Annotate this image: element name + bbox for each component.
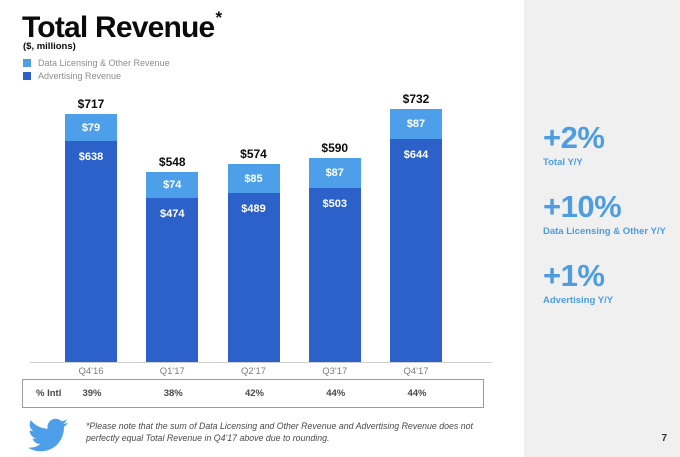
intl-value: 44%: [326, 388, 346, 399]
chart-legend: Data Licensing & Other Revenue Advertisi…: [23, 58, 170, 84]
bar-segment-advertising: $638: [65, 141, 117, 362]
bar-segment-data-licensing: $87: [390, 109, 442, 139]
bar-segment-data-licensing: $74: [146, 172, 199, 198]
metric-label: Data Licensing & Other Y/Y: [543, 226, 666, 237]
metric-value: +2%: [543, 120, 605, 155]
legend-label: Advertising Revenue: [38, 71, 122, 81]
intl-value: 38%: [163, 388, 183, 399]
units-subtitle: ($, millions): [23, 41, 76, 52]
metric-value: +1%: [543, 258, 605, 293]
intl-row-label: % Intl: [36, 388, 62, 399]
yoy-metrics: +2% Total Y/Y +10% Data Licensing & Other Y…: [543, 120, 666, 327]
bar-total-label: $717: [77, 97, 105, 111]
stacked-bar-chart: $717 $79 $638 Q4'16 $548 $74 $474 Q1'17 $574 $85 $…: [30, 92, 492, 377]
bar-segment-data-licensing: $87: [308, 158, 361, 188]
bar-segment-data-licensing: $85: [227, 164, 280, 193]
x-axis-label: Q4'16: [78, 366, 104, 377]
bar-segment-advertising: $644: [390, 139, 442, 362]
bar-total-label: $590: [321, 141, 349, 155]
bar-total-label: $548: [158, 155, 186, 169]
yoy-metric: +1% Advertising Y/Y: [543, 258, 666, 306]
metric-label: Total Y/Y: [543, 157, 583, 168]
legend-swatch-dark-blue: [23, 72, 31, 80]
bar-total-label: $574: [240, 147, 267, 161]
highlights-sidebar: +2% Total Y/Y +10% Data Licensing & Other Y…: [524, 0, 680, 457]
bar-segment-advertising: $489: [227, 193, 280, 362]
legend-item-advertising: Advertising Revenue: [23, 71, 170, 81]
bar-segment-advertising: $503: [308, 188, 361, 362]
legend-label: Data Licensing & Other Revenue: [38, 58, 170, 68]
twitter-bird-logo: [28, 418, 68, 452]
legend-item-data-licensing: Data Licensing & Other Revenue: [23, 58, 170, 68]
x-axis-line: [30, 362, 492, 363]
yoy-metric: +2% Total Y/Y: [543, 120, 666, 168]
intl-percentage-table: % Intl 39% 38% 42% 44% 44%: [22, 379, 484, 408]
title-text: Total Revenue: [22, 11, 215, 44]
intl-value: 39%: [82, 388, 102, 399]
bar-total-label: $732: [402, 92, 430, 106]
title-asterisk: *: [215, 8, 222, 27]
legend-swatch-light-blue: [23, 59, 31, 67]
bar-segment-advertising: $474: [146, 198, 199, 362]
main-content: Total Revenue* ($, millions) Data Licens…: [22, 8, 492, 452]
metric-value: +10%: [543, 189, 622, 224]
x-axis-label: Q1'17: [159, 366, 185, 377]
footnote-text: *Please note that the sum of Data Licens…: [86, 421, 473, 444]
metric-label: Advertising Y/Y: [543, 295, 614, 306]
x-axis-label: Q3'17: [322, 366, 348, 377]
intl-value: 42%: [244, 388, 264, 399]
page-number: 7: [661, 433, 667, 444]
bar-segment-data-licensing: $79: [65, 114, 117, 141]
x-axis-label: Q4'17: [403, 366, 429, 377]
intl-value: 44%: [407, 388, 427, 399]
x-axis-label: Q2'17: [240, 366, 267, 377]
page-title: Total Revenue*: [22, 8, 222, 45]
yoy-metric: +10% Data Licensing & Other Y/Y: [543, 189, 666, 237]
